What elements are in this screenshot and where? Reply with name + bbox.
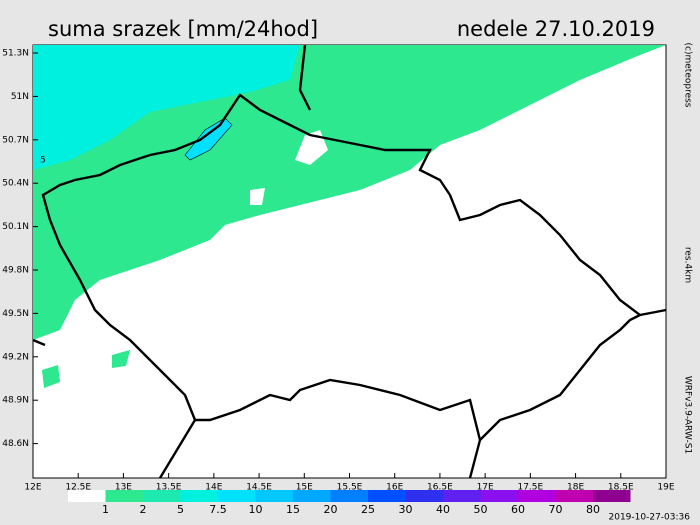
lon-label: 12.5E [65, 483, 91, 493]
copyright: (c)meteopress [683, 43, 693, 108]
colorbar-label: 50 [474, 503, 488, 516]
lon-label: 13.5E [156, 483, 182, 493]
lat-label: 50.1N [2, 222, 29, 232]
colorbar-box [105, 490, 143, 502]
colorbar-label: 80 [586, 503, 600, 516]
colorbar-box [368, 490, 406, 502]
colorbar-box [555, 490, 593, 502]
colorbar-label: 15 [286, 503, 300, 516]
colorbar-box [443, 490, 481, 502]
lon-label: 16.5E [427, 483, 453, 493]
rain-green-patch [42, 350, 130, 388]
colorbar-box [518, 490, 556, 502]
lat-axis: 51.3N 51N 50.7N 50.4N 50.1N 49.8N 49.5N 49.2N 48… [2, 49, 38, 449]
lat-label: 50.7N [2, 135, 29, 145]
lon-label: 14E [205, 483, 222, 493]
lat-label: 48.6N [2, 439, 29, 449]
colorbar-box [68, 490, 106, 502]
lon-label: 13E [115, 483, 132, 493]
lat-label: 50.4N [2, 179, 29, 189]
map-area: 5 [32, 44, 667, 479]
colorbar-label: 40 [436, 503, 450, 516]
border-czech [41, 93, 643, 443]
colorbar-label: 5 [177, 503, 184, 516]
rain-cyan [33, 45, 300, 170]
rain-green [33, 45, 666, 340]
dry-patch [250, 130, 328, 205]
colorbar-box [143, 490, 181, 502]
colorbar-label: 25 [361, 503, 375, 516]
colorbar-box [480, 490, 518, 502]
colorbar-box [330, 490, 368, 502]
resolution: res.4km [683, 247, 693, 283]
lon-label: 14.5E [246, 483, 272, 493]
colorbar-box [255, 490, 293, 502]
lon-label: 18.5E [608, 483, 634, 493]
lon-label: 15E [296, 483, 313, 493]
border-neighbors [32, 44, 667, 479]
colorbar-label: 70 [549, 503, 563, 516]
colorbar-label: 10 [249, 503, 263, 516]
lon-label: 19E [657, 483, 674, 493]
timestamp: 2019-10-27-03:36 [609, 513, 691, 523]
lat-label: 51N [11, 92, 29, 102]
lon-label: 12E [24, 483, 41, 493]
lat-label: 49.8N [2, 266, 29, 276]
colorbar-label: 20 [324, 503, 338, 516]
colorbar-box [180, 490, 218, 502]
lon-label: 16E [386, 483, 403, 493]
colorbar-label: 7.5 [209, 503, 227, 516]
colorbar-label: 30 [399, 503, 413, 516]
colorbar-box [293, 490, 331, 502]
map-date: nedele 27.10.2019 [457, 17, 655, 41]
colorbar-box [593, 490, 631, 502]
contour-label: 5 [40, 156, 46, 166]
colorbar: 1 2 5 7.5 10 15 20 25 30 40 50 60 70 80 [68, 490, 631, 516]
colorbar-box [218, 490, 256, 502]
colorbar-label: 2 [140, 503, 147, 516]
colorbar-label: 1 [102, 503, 109, 516]
lat-label: 48.9N [2, 396, 29, 406]
map-title: suma srazek [mm/24hod] [48, 17, 318, 41]
lat-label: 51.3N [2, 49, 29, 59]
colorbar-label: 60 [511, 503, 525, 516]
lat-label: 49.5N [2, 309, 29, 319]
lon-axis: 12E 12.5E 13E 13.5E 14E 14.5E 15E 15.5E 16E 16.5E… [24, 473, 675, 493]
model-name: WRFv3.9-ARW-S1 [683, 376, 693, 454]
lon-label: 18E [567, 483, 584, 493]
lon-label: 15.5E [337, 483, 363, 493]
rain-cyan-patch [184, 117, 233, 161]
lon-label: 17.5E [517, 483, 543, 493]
lon-label: 17E [477, 483, 494, 493]
colorbar-box [405, 490, 443, 502]
lat-label: 49.2N [2, 352, 29, 362]
